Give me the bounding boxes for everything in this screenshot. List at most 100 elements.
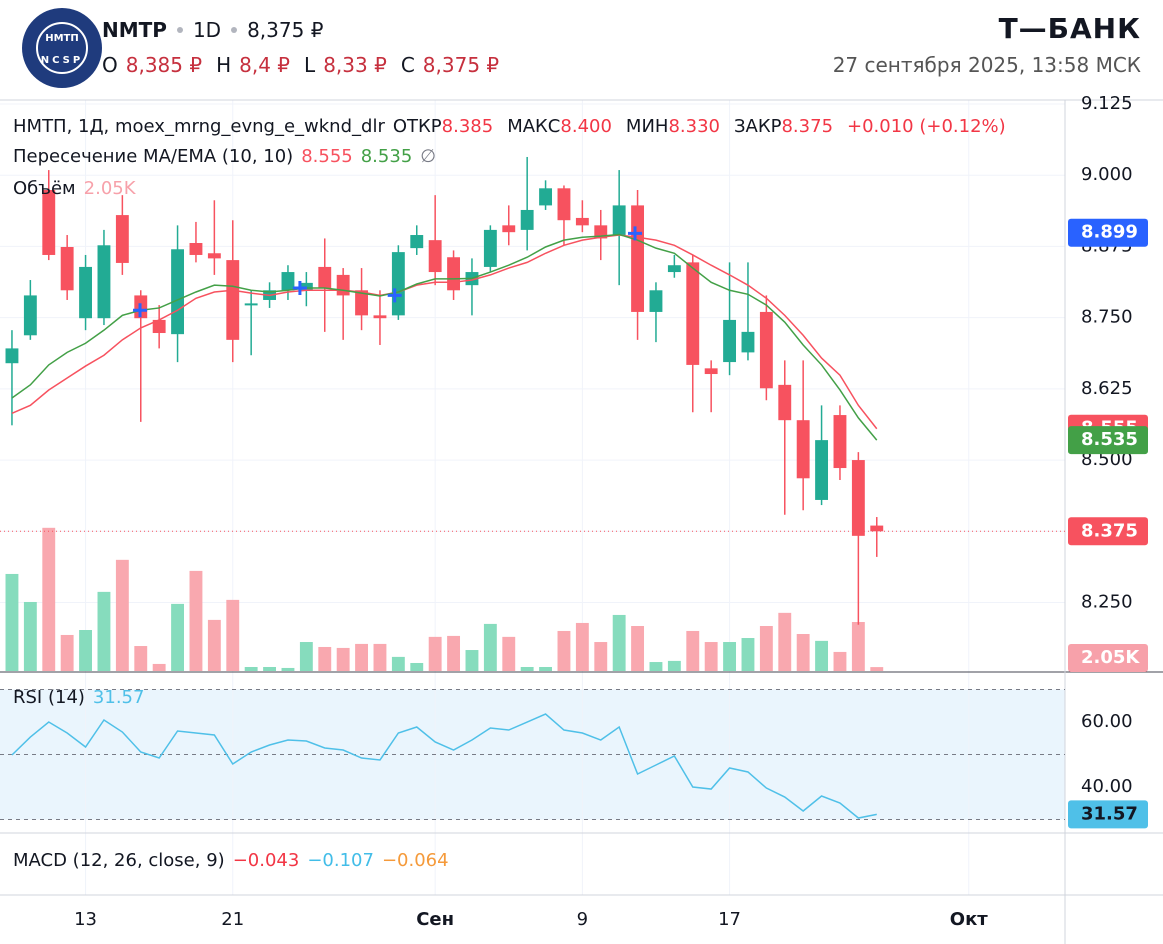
candle-body: [189, 243, 203, 255]
volume-bar: [79, 630, 93, 671]
interval: 1D: [192, 18, 222, 42]
indicator-name: Пересечение MA/EMA (10, 10): [13, 146, 294, 167]
candle-body: [631, 205, 645, 312]
candle-body: [483, 229, 497, 267]
volume-bar: [465, 650, 479, 671]
x-tick-label: 13: [74, 909, 97, 930]
macd-value: −0.043: [232, 850, 300, 871]
volume-bar: [336, 647, 350, 671]
volume-bar: [410, 662, 424, 671]
volume-bar: [649, 662, 663, 671]
legend-key: ОТКР: [392, 116, 442, 137]
candle-body: [23, 295, 37, 336]
volume-bar: [833, 651, 847, 671]
ohlc-key: C: [400, 53, 415, 77]
logo-icon: НМТП NCSP: [22, 8, 102, 88]
ohlc-key: O: [102, 53, 118, 77]
volume-bar: [815, 640, 829, 671]
logo-top: НМТП: [45, 33, 79, 44]
volume-label-bg: [1068, 644, 1148, 672]
volume-value: 2.05K: [83, 178, 136, 199]
volume-bar: [575, 622, 589, 671]
indicator-value: 8.555: [301, 146, 353, 167]
highlight-bg: [1068, 218, 1148, 247]
x-tick-label: 9: [577, 909, 588, 930]
ema-price: 8.535: [1081, 429, 1138, 450]
last-price: 8.375: [1081, 520, 1138, 541]
ticker-row: NMTP 1D 8,375 ₽: [102, 18, 323, 42]
y-tick-label: 8.250: [1081, 591, 1133, 612]
candle-body: [60, 246, 74, 291]
volume-bar: [355, 643, 369, 671]
candle-body: [115, 215, 129, 263]
legend-value: 8.375: [781, 116, 834, 137]
y-tick-label: 9.000: [1081, 164, 1133, 185]
separator: [176, 27, 183, 33]
y-tick-label: 8.625: [1081, 378, 1133, 399]
candle-body: [520, 209, 534, 230]
volume-bar: [483, 623, 497, 671]
volume-bar: [23, 601, 37, 671]
crossing-marker: [627, 226, 642, 241]
indicator-value: 8.535: [360, 146, 413, 167]
volume-bar: [557, 630, 571, 671]
legend-value: 8.330: [668, 116, 720, 137]
y-tick-label: 8.750: [1081, 307, 1133, 328]
x-tick-label: Окт: [950, 909, 989, 930]
volume-bar: [796, 634, 810, 671]
y-tick-label: 9.125: [1081, 93, 1133, 114]
candle-body: [42, 190, 56, 255]
candle-body: [759, 311, 773, 389]
candle-body: [612, 205, 626, 236]
separator: [231, 27, 238, 33]
last-price-bg: [1068, 517, 1148, 546]
ohlc-value: 8,33 ₽: [323, 53, 387, 77]
volume-bar: [115, 559, 129, 671]
candle-body: [851, 460, 865, 536]
indicator-suffix: ∅: [420, 146, 436, 167]
rsi-price-bg: [1068, 800, 1148, 829]
macd-value: −0.107: [307, 850, 374, 871]
volume-bar: [189, 570, 203, 671]
volume-bar: [447, 635, 461, 671]
candle-body: [318, 266, 332, 289]
volume-bar: [686, 630, 700, 671]
volume-bar: [667, 660, 681, 671]
candle-body: [171, 249, 185, 335]
candle-body: [870, 525, 884, 532]
candle-body: [244, 303, 258, 306]
volume-bar: [520, 666, 534, 671]
legend-key: МАКС: [507, 116, 561, 137]
legend-key: ЗАКР: [733, 116, 782, 137]
volume-bar: [594, 642, 608, 671]
candle-body: [428, 240, 442, 273]
ohlc-row: O 8,385 ₽ H 8,4 ₽ L 8,33 ₽ C 8,375 ₽: [102, 53, 499, 77]
volume-bar: [778, 612, 792, 671]
rsi-value: 31.57: [92, 687, 145, 708]
volume-bar: [171, 603, 185, 671]
ticker: NMTP: [102, 18, 167, 42]
volume-bar: [5, 573, 19, 671]
volume-bar: [502, 636, 516, 671]
symbol-legend: НМТП, 1Д, moex_mrng_evng_e_wknd_dlr ОТКР 8…: [13, 116, 1006, 137]
ohlc-value: 8,385 ₽: [125, 53, 203, 77]
candle-body: [815, 440, 829, 500]
candle-body: [649, 290, 663, 312]
candle-body: [778, 384, 792, 421]
volume-bar: [759, 626, 773, 671]
volume-bar: [97, 591, 111, 671]
candle-body: [355, 290, 369, 316]
volume-bar: [631, 626, 645, 671]
volume-bar: [723, 642, 737, 671]
candle-body: [207, 253, 221, 259]
crossing-marker: [387, 288, 402, 303]
ohlc-value: 8,375 ₽: [422, 53, 500, 77]
candle-body: [373, 315, 387, 319]
crossing-marker: [292, 281, 307, 296]
rsi-legend: RSI (14) 31.57: [13, 687, 144, 708]
volume-bar: [391, 656, 405, 671]
candle-body: [502, 225, 516, 233]
price: 8,375 ₽: [247, 18, 324, 42]
volume-legend: Объём 2.05K: [13, 178, 136, 199]
